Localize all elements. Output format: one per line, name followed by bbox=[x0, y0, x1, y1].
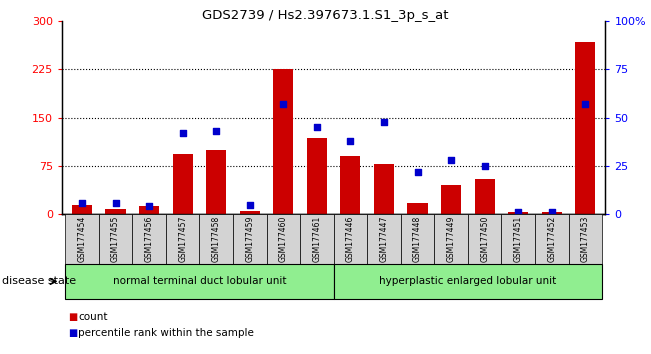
FancyBboxPatch shape bbox=[333, 264, 602, 299]
FancyBboxPatch shape bbox=[367, 214, 401, 264]
FancyBboxPatch shape bbox=[132, 214, 166, 264]
Point bbox=[211, 129, 221, 134]
Point bbox=[144, 204, 154, 209]
Point bbox=[446, 157, 456, 163]
Point bbox=[178, 130, 188, 136]
Point bbox=[580, 101, 590, 107]
FancyBboxPatch shape bbox=[300, 214, 333, 264]
FancyBboxPatch shape bbox=[333, 214, 367, 264]
Text: hyperplastic enlarged lobular unit: hyperplastic enlarged lobular unit bbox=[380, 276, 557, 286]
Bar bbox=[206, 150, 227, 214]
Text: ■: ■ bbox=[68, 328, 77, 338]
Text: GSM177451: GSM177451 bbox=[514, 216, 523, 262]
FancyBboxPatch shape bbox=[468, 214, 501, 264]
Text: GSM177453: GSM177453 bbox=[581, 216, 590, 262]
FancyBboxPatch shape bbox=[99, 214, 132, 264]
Bar bbox=[139, 206, 159, 214]
FancyBboxPatch shape bbox=[65, 214, 99, 264]
Bar bbox=[441, 185, 461, 214]
Bar bbox=[105, 209, 126, 214]
Text: GSM177458: GSM177458 bbox=[212, 216, 221, 262]
Text: GDS2739 / Hs2.397673.1.S1_3p_s_at: GDS2739 / Hs2.397673.1.S1_3p_s_at bbox=[202, 9, 449, 22]
Bar bbox=[508, 212, 528, 214]
Text: ■: ■ bbox=[68, 312, 77, 322]
Point bbox=[513, 210, 523, 215]
FancyBboxPatch shape bbox=[166, 214, 199, 264]
Bar bbox=[173, 154, 193, 214]
FancyBboxPatch shape bbox=[434, 214, 468, 264]
Point bbox=[345, 138, 355, 144]
Bar bbox=[240, 211, 260, 214]
Point bbox=[547, 210, 557, 215]
Text: GSM177454: GSM177454 bbox=[77, 216, 87, 262]
FancyBboxPatch shape bbox=[233, 214, 266, 264]
Text: GSM177452: GSM177452 bbox=[547, 216, 556, 262]
Point bbox=[479, 163, 490, 169]
Text: GSM177457: GSM177457 bbox=[178, 216, 187, 262]
Text: GSM177446: GSM177446 bbox=[346, 216, 355, 262]
FancyBboxPatch shape bbox=[568, 214, 602, 264]
Bar bbox=[408, 202, 428, 214]
Point bbox=[379, 119, 389, 124]
Point bbox=[110, 200, 120, 205]
Text: GSM177461: GSM177461 bbox=[312, 216, 322, 262]
Bar bbox=[475, 179, 495, 214]
FancyBboxPatch shape bbox=[401, 214, 434, 264]
Bar bbox=[72, 205, 92, 214]
Text: GSM177450: GSM177450 bbox=[480, 216, 489, 262]
Text: GSM177448: GSM177448 bbox=[413, 216, 422, 262]
Point bbox=[245, 202, 255, 207]
Point bbox=[278, 101, 288, 107]
Bar bbox=[374, 164, 394, 214]
Point bbox=[77, 200, 87, 205]
Bar bbox=[307, 138, 327, 214]
Text: disease state: disease state bbox=[2, 276, 76, 286]
FancyBboxPatch shape bbox=[199, 214, 233, 264]
FancyBboxPatch shape bbox=[501, 214, 535, 264]
FancyBboxPatch shape bbox=[266, 214, 300, 264]
Text: GSM177460: GSM177460 bbox=[279, 216, 288, 262]
FancyBboxPatch shape bbox=[65, 264, 333, 299]
FancyBboxPatch shape bbox=[535, 214, 568, 264]
Bar bbox=[273, 69, 294, 214]
Text: GSM177456: GSM177456 bbox=[145, 216, 154, 262]
Bar bbox=[575, 42, 596, 214]
Text: GSM177447: GSM177447 bbox=[380, 216, 389, 262]
Text: normal terminal duct lobular unit: normal terminal duct lobular unit bbox=[113, 276, 286, 286]
Text: GSM177459: GSM177459 bbox=[245, 216, 255, 262]
Point bbox=[412, 169, 422, 175]
Bar bbox=[542, 212, 562, 214]
Text: GSM177455: GSM177455 bbox=[111, 216, 120, 262]
Point bbox=[312, 125, 322, 130]
Text: count: count bbox=[78, 312, 107, 322]
Text: percentile rank within the sample: percentile rank within the sample bbox=[78, 328, 254, 338]
Text: GSM177449: GSM177449 bbox=[447, 216, 456, 262]
Bar bbox=[340, 156, 361, 214]
